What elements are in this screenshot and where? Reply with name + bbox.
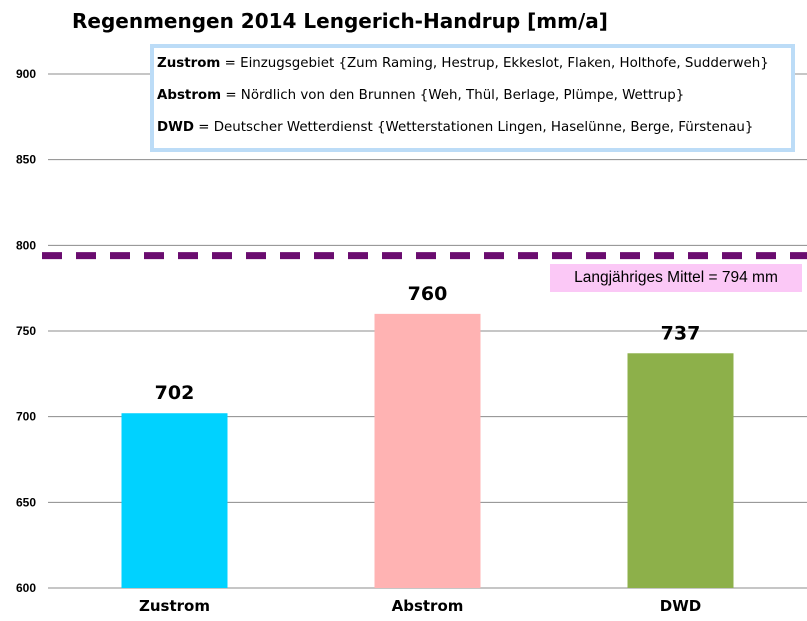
legend-term: Abstrom [157,88,222,103]
y-tick-label: 600 [16,581,36,595]
y-tick-label: 750 [16,324,36,338]
legend-text: = Nördlich von den Brunnen {Weh, Thül, B… [221,88,685,103]
y-axis-ticks: 600 650 700 750 800 850 900 [16,67,36,595]
data-label: 760 [408,283,448,305]
x-axis-categories: Zustrom Abstrom DWD [139,597,701,615]
legend-term: DWD [157,120,195,135]
y-tick-label: 650 [16,495,36,509]
bar-zustrom [121,413,228,588]
legend-term: Zustrom [157,56,221,71]
y-tick-label: 700 [16,410,36,424]
legend-text: = Einzugsgebiet {Zum Raming, Hestrup, Ek… [220,56,769,71]
x-tick-label: DWD [660,597,701,615]
bar-abstrom [374,313,481,588]
chart-title: Regenmengen 2014 Lengerich-Handrup [mm/a… [72,9,608,33]
bar-dwd [627,353,734,588]
x-tick-label: Abstrom [392,597,464,615]
reference-line-label: Langjähriges Mittel = 794 mm [550,264,802,292]
bars [121,313,734,588]
x-tick-label: Zustrom [139,597,210,615]
y-tick-label: 850 [16,153,36,167]
legend-item-abstrom: Abstrom = Nördlich von den Brunnen {Weh,… [157,84,791,116]
y-tick-label: 900 [16,67,36,81]
legend-text: = Deutscher Wetterdienst {Wetterstatione… [194,120,754,135]
legend: Zustrom = Einzugsgebiet {Zum Raming, Hes… [150,44,795,152]
data-label: 737 [661,322,701,344]
legend-item-zustrom: Zustrom = Einzugsgebiet {Zum Raming, Hes… [157,52,791,84]
data-label: 702 [155,382,195,404]
legend-item-dwd: DWD = Deutscher Wetterdienst {Wetterstat… [157,116,791,148]
y-tick-label: 800 [16,238,36,252]
data-labels: 702 760 737 [155,283,701,404]
